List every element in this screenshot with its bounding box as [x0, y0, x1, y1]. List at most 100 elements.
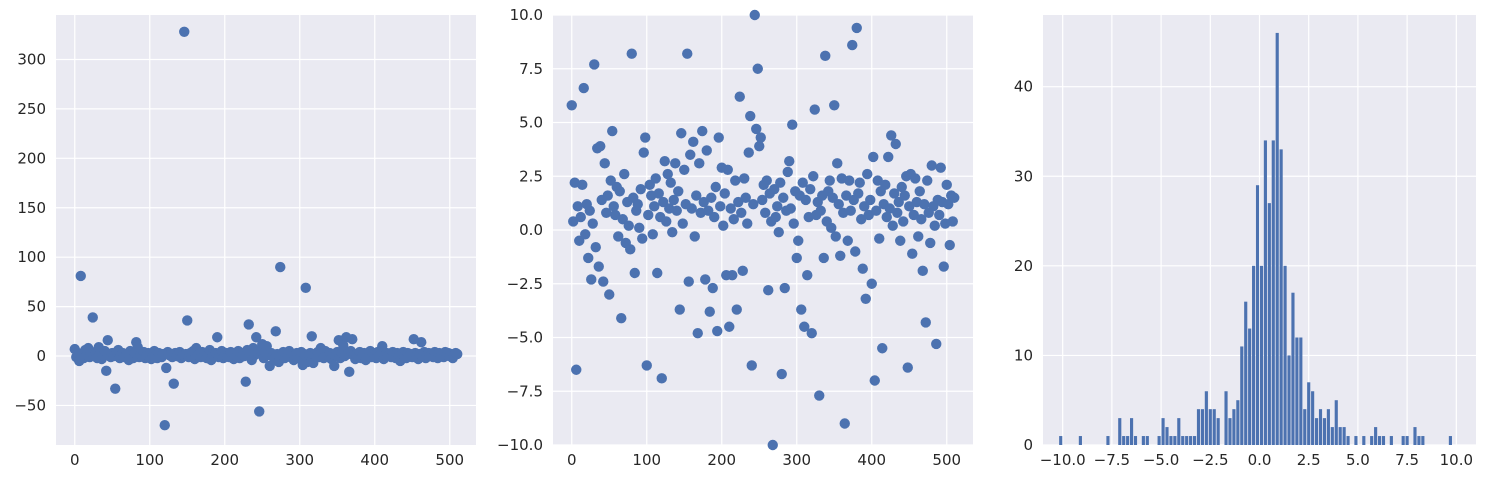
data-point: [686, 203, 697, 214]
data-point: [601, 207, 612, 218]
data-point: [599, 158, 610, 169]
data-point: [571, 364, 582, 375]
data-point: [254, 406, 265, 417]
data-point: [784, 156, 795, 167]
x-tick-label: 5.0: [1346, 451, 1370, 469]
histogram-bar: [1216, 418, 1220, 445]
data-point: [623, 220, 634, 231]
histogram-bar: [1303, 409, 1307, 445]
histogram-bar: [1311, 391, 1315, 445]
data-point: [590, 242, 601, 253]
data-point: [709, 211, 720, 223]
data-point: [947, 216, 958, 227]
x-tick-labels: 0 100 200 300 400 500: [567, 451, 961, 469]
data-point: [742, 218, 753, 229]
histogram-bar: [1259, 265, 1264, 445]
data-point: [634, 222, 645, 234]
y-tick-label: 100: [17, 248, 46, 266]
histogram-bar: [1318, 409, 1323, 445]
data-point: [743, 147, 754, 158]
data-point: [760, 207, 771, 218]
histogram-bar: [1299, 337, 1303, 445]
y-tick-label: 10: [1014, 346, 1033, 364]
data-point: [587, 218, 598, 229]
data-point: [707, 282, 718, 294]
data-point: [647, 229, 658, 240]
histogram-bar: [1307, 382, 1311, 445]
data-point: [832, 158, 843, 169]
histogram-bar: [1244, 301, 1248, 445]
data-point: [566, 100, 577, 111]
data-point: [887, 220, 898, 231]
data-point: [329, 360, 340, 372]
data-point: [736, 207, 747, 218]
data-point: [650, 173, 661, 184]
data-point: [598, 276, 609, 287]
data-point: [895, 235, 906, 246]
data-point: [871, 205, 882, 216]
x-tick-label: 7.5: [1395, 451, 1419, 469]
histogram-bar: [1330, 427, 1334, 445]
data-point: [674, 304, 685, 315]
histogram-bar: [1326, 409, 1330, 445]
data-point: [706, 192, 717, 203]
y-tick-label: 10.0: [510, 6, 543, 24]
x-tick-label: 200: [210, 451, 239, 469]
data-point: [770, 211, 781, 223]
x-tick-label: 400: [360, 451, 389, 469]
x-tick-label: 0.0: [1248, 451, 1272, 469]
x-tick-label: −5.0: [1143, 451, 1179, 469]
data-point: [243, 319, 254, 330]
data-point: [931, 338, 942, 350]
data-point: [670, 158, 681, 169]
data-point: [712, 325, 723, 337]
data-point: [772, 201, 783, 212]
data-point: [757, 194, 768, 206]
histogram-bar: [1338, 427, 1342, 445]
data-point: [656, 373, 667, 384]
data-point: [778, 192, 789, 203]
data-point: [802, 269, 813, 281]
data-point: [718, 220, 729, 231]
y-tick-label: −50: [14, 396, 46, 414]
histogram-bar: [1374, 427, 1378, 445]
histogram-bar: [1165, 427, 1169, 445]
y-tick-label: −2.5: [507, 275, 543, 293]
y-tick-label: 2.5: [519, 167, 543, 185]
data-point: [724, 321, 735, 332]
data-point: [889, 188, 900, 199]
x-tick-label: 0: [70, 451, 80, 469]
data-point: [619, 168, 630, 180]
y-tick-label: 20: [1014, 257, 1033, 275]
data-point: [589, 59, 600, 70]
histogram-bar: [1271, 140, 1275, 445]
data-point: [898, 216, 909, 227]
data-point: [578, 82, 589, 94]
data-point: [677, 218, 688, 229]
data-point: [853, 188, 864, 199]
data-point: [87, 312, 98, 323]
data-point: [788, 218, 799, 229]
histogram-bar: [1240, 346, 1244, 445]
data-point: [602, 190, 613, 201]
data-point: [110, 383, 121, 394]
data-point: [796, 304, 807, 315]
data-point: [860, 293, 871, 304]
data-point: [692, 328, 703, 339]
data-point: [787, 119, 798, 130]
y-tick-label: 250: [17, 100, 46, 118]
y-tick-label: 5.0: [519, 114, 543, 132]
data-point: [731, 304, 742, 315]
histogram-bar: [1236, 400, 1240, 445]
histogram-bar: [1405, 436, 1409, 445]
data-point: [844, 175, 855, 186]
histogram-bar: [1212, 409, 1216, 445]
data-point: [850, 246, 861, 257]
data-point: [814, 390, 825, 401]
data-point: [338, 339, 349, 351]
histogram-bar: [1295, 337, 1299, 445]
data-point: [728, 214, 739, 225]
plot-area-background: [56, 15, 476, 445]
data-point: [727, 269, 738, 281]
